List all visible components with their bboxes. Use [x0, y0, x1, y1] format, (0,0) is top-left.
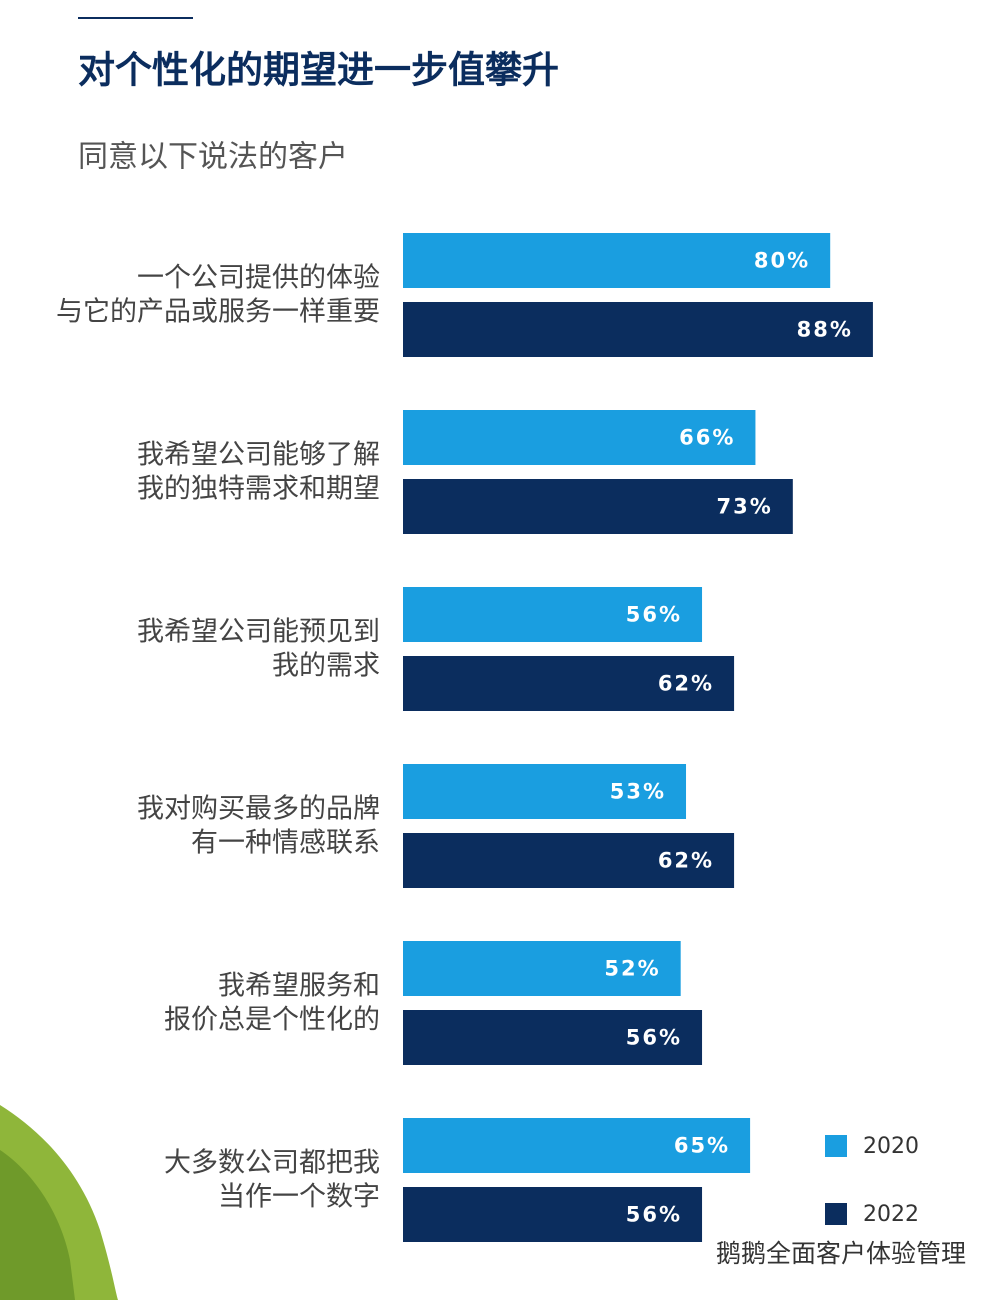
value-label: 53%	[610, 780, 666, 804]
value-label: 56%	[626, 1203, 682, 1227]
value-label: 66%	[679, 426, 735, 450]
bar	[403, 233, 831, 288]
chart-title: 对个性化的期望进一步值攀升	[78, 49, 559, 92]
value-label: 65%	[674, 1134, 730, 1158]
bar	[403, 764, 687, 819]
category-label: 我希望公司能够了解	[137, 440, 380, 471]
legend-label: 2022	[863, 1202, 919, 1227]
bar	[403, 833, 735, 888]
category-label: 我的需求	[272, 651, 380, 682]
value-label: 62%	[658, 849, 714, 873]
value-label: 73%	[717, 495, 773, 519]
decoration	[0, 1150, 75, 1300]
value-label: 52%	[604, 957, 660, 981]
value-label: 88%	[797, 318, 853, 342]
bar	[403, 587, 703, 642]
chart-subtitle: 同意以下说法的客户	[78, 140, 348, 175]
category-label: 一个公司提供的体验	[137, 263, 380, 294]
category-label: 我对购买最多的品牌	[137, 794, 380, 825]
legend-swatch	[825, 1203, 847, 1225]
bar	[403, 479, 793, 534]
category-label: 我希望服务和	[218, 971, 380, 1002]
value-label: 56%	[626, 1026, 682, 1050]
bar	[403, 1118, 751, 1173]
bar	[403, 1187, 703, 1242]
bar	[403, 1010, 703, 1065]
legend-label: 2020	[863, 1134, 919, 1159]
category-label: 我希望公司能预见到	[137, 617, 380, 648]
category-label: 当作一个数字	[218, 1182, 380, 1213]
category-label: 有一种情感联系	[191, 828, 380, 859]
bar	[403, 302, 873, 357]
bar	[403, 656, 735, 711]
watermark: 鹅鹅全面客户体验管理	[716, 1239, 966, 1268]
category-label: 大多数公司都把我	[164, 1148, 380, 1179]
category-label: 与它的产品或服务一样重要	[56, 297, 380, 328]
value-label: 56%	[626, 603, 682, 627]
category-label: 报价总是个性化的	[164, 1005, 380, 1036]
value-label: 80%	[754, 249, 810, 273]
value-label: 62%	[658, 672, 714, 696]
bar	[403, 941, 681, 996]
category-label: 我的独特需求和期望	[137, 474, 380, 505]
bar	[403, 410, 756, 465]
legend-swatch	[825, 1135, 847, 1157]
